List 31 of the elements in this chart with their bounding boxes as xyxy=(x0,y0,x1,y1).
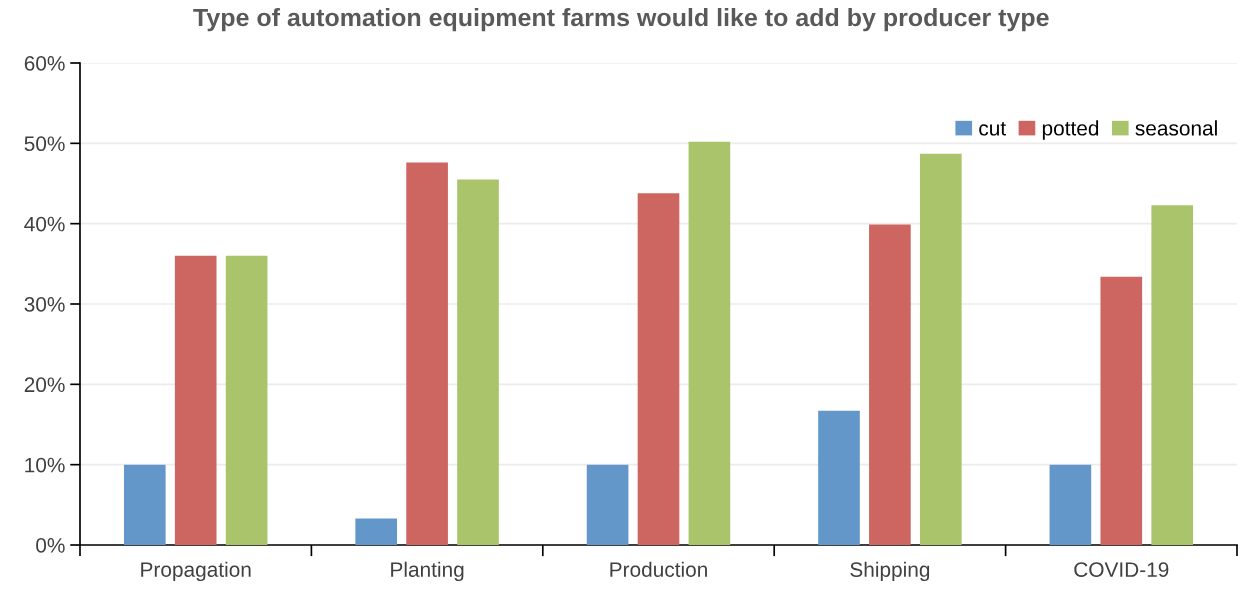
x-tick-label: Shipping xyxy=(850,561,930,582)
y-tick-label: 60% xyxy=(24,56,65,71)
legend-label: seasonal xyxy=(1135,120,1217,136)
y-tick-label: 30% xyxy=(24,297,65,312)
bar xyxy=(174,255,217,545)
y-tick-label: 10% xyxy=(25,457,65,473)
bar xyxy=(869,224,911,545)
y-tick-label: 0% xyxy=(36,538,65,553)
legend-label: cut xyxy=(979,121,1006,136)
bar xyxy=(457,179,499,545)
y-tick-label: 20% xyxy=(24,377,65,393)
x-tick-label: Planting xyxy=(391,561,464,582)
bar xyxy=(688,141,731,545)
bar xyxy=(1049,464,1092,545)
bar xyxy=(123,464,166,545)
bar xyxy=(637,193,680,545)
bar xyxy=(919,153,962,545)
bar xyxy=(586,464,629,545)
bar xyxy=(225,255,268,545)
bar xyxy=(1151,205,1194,545)
y-tick-label: 40% xyxy=(24,216,65,232)
bar xyxy=(818,410,860,545)
y-tick-label: 50% xyxy=(24,136,65,152)
bar xyxy=(406,162,448,545)
x-tick-label: Propagation xyxy=(141,561,251,582)
bar xyxy=(1100,276,1143,545)
x-tick-label: Production xyxy=(610,561,707,577)
x-tick-label: COVID-19 xyxy=(1074,562,1169,577)
chart-title: Type of automation equipment farms would like to add by producer type xyxy=(193,8,1049,32)
bar xyxy=(355,518,398,545)
legend-label: potted xyxy=(1042,120,1099,140)
